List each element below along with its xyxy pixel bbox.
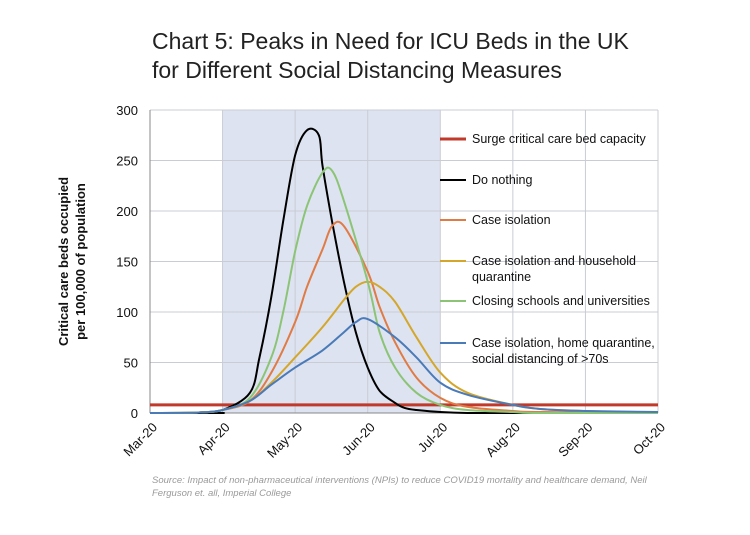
legend-label: Case isolation and household bbox=[472, 254, 636, 268]
y-tick-label: 150 bbox=[116, 255, 138, 270]
chart-title-line-1: Chart 5: Peaks in Need for ICU Beds in t… bbox=[152, 28, 629, 54]
legend-label: Do nothing bbox=[472, 173, 533, 187]
x-tick-label: Aug-20 bbox=[483, 420, 523, 460]
y-axis-label: Critical care beds occupied bbox=[56, 177, 71, 346]
y-tick-label: 250 bbox=[116, 154, 138, 169]
series-line-2 bbox=[149, 127, 658, 415]
y-axis-label: per 100,000 of population bbox=[73, 183, 88, 340]
legend-label: quarantine bbox=[472, 270, 531, 284]
y-tick-label: 300 bbox=[116, 103, 138, 118]
x-tick-label: Mar-20 bbox=[120, 420, 160, 460]
source-note: Source: Impact of non-pharmaceutical int… bbox=[152, 475, 647, 499]
x-tick-label: Oct-20 bbox=[630, 420, 668, 458]
y-tick-label: 200 bbox=[116, 204, 138, 219]
x-tick-label: Jun-20 bbox=[339, 420, 378, 459]
y-tick-label: 0 bbox=[131, 406, 138, 421]
legend-label: social distancing of >70s bbox=[472, 352, 609, 366]
series-line-5 bbox=[149, 166, 658, 415]
y-tick-label: 100 bbox=[116, 305, 138, 320]
x-tick-label: Jul-20 bbox=[415, 420, 451, 456]
legend-label: Surge critical care bed capacity bbox=[472, 132, 646, 146]
legend-label: Case isolation bbox=[472, 213, 551, 227]
chart-title-line-2: for Different Social Distancing Measures bbox=[152, 57, 562, 83]
y-tick-label: 50 bbox=[124, 356, 138, 371]
x-tick-label: May-20 bbox=[264, 420, 305, 461]
series-line-6 bbox=[149, 317, 659, 414]
x-tick-label: Apr-20 bbox=[194, 420, 232, 458]
chart-title: Chart 5: Peaks in Need for ICU Beds in t… bbox=[152, 27, 712, 85]
legend-label: Case isolation, home quarantine, bbox=[472, 336, 655, 350]
x-tick-label: Sep-20 bbox=[555, 420, 595, 460]
legend-label: Closing schools and universities bbox=[472, 294, 650, 308]
